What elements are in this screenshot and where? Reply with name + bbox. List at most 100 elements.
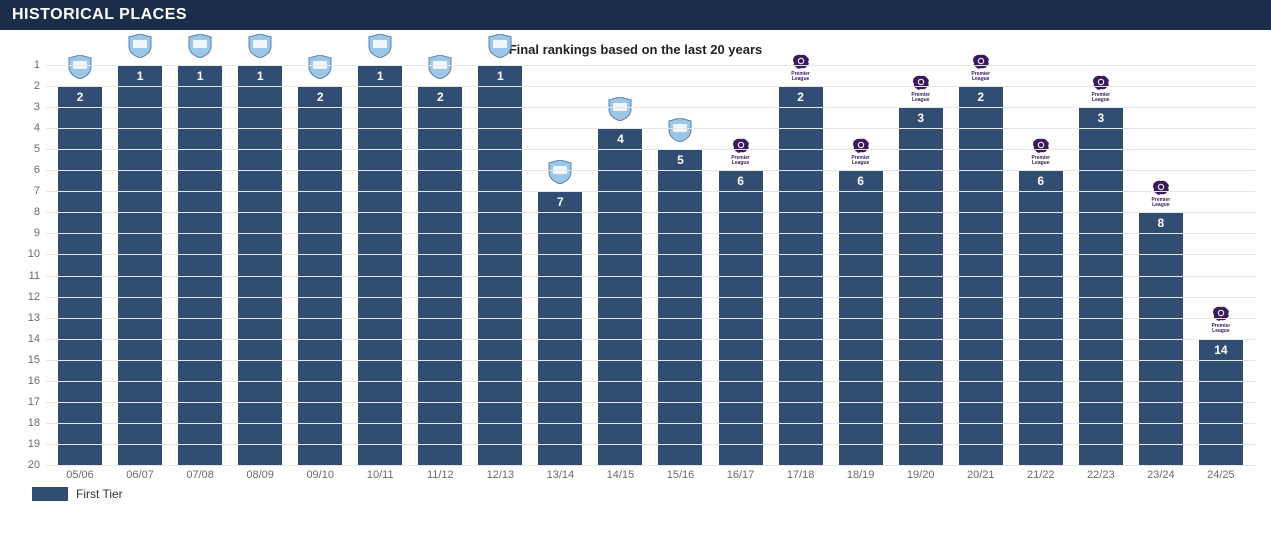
bar-column[interactable]: PremierLeague6 bbox=[1019, 65, 1063, 465]
x-tick-label: 16/17 bbox=[719, 469, 763, 481]
grid-line bbox=[46, 254, 1255, 255]
league-shield-icon bbox=[185, 31, 215, 61]
y-tick: 11 bbox=[29, 270, 40, 282]
bars-row: 2 1 1 1 2 1 2 1 7 4 5 PremierLeague6 Pre… bbox=[46, 65, 1255, 465]
premier-league-icon: PremierLeague bbox=[1146, 178, 1176, 208]
panel-header: HISTORICAL PLACES bbox=[0, 0, 1271, 30]
bar: 1 bbox=[118, 65, 162, 465]
bar-column[interactable]: 1 bbox=[358, 65, 402, 465]
premier-league-icon: PremierLeague bbox=[786, 52, 816, 82]
bar-value-label: 6 bbox=[1019, 174, 1063, 188]
grid-line bbox=[46, 233, 1255, 234]
y-tick: 18 bbox=[28, 417, 40, 429]
bar: 1 bbox=[358, 65, 402, 465]
bar-column[interactable]: 1 bbox=[478, 65, 522, 465]
legend-label: First Tier bbox=[76, 487, 123, 501]
y-tick: 5 bbox=[34, 143, 40, 155]
bar: PremierLeague3 bbox=[899, 107, 943, 465]
grid-line bbox=[46, 276, 1255, 277]
bar: 1 bbox=[478, 65, 522, 465]
y-tick: 3 bbox=[34, 101, 40, 113]
x-tick-label: 07/08 bbox=[178, 469, 222, 481]
bar-column[interactable]: 5 bbox=[658, 65, 702, 465]
league-shield-icon bbox=[665, 115, 695, 145]
x-tick-label: 19/20 bbox=[899, 469, 943, 481]
y-tick: 10 bbox=[28, 248, 40, 260]
y-tick: 20 bbox=[28, 459, 40, 471]
bar-value-label: 7 bbox=[538, 195, 582, 209]
premier-league-icon: PremierLeague bbox=[906, 73, 936, 103]
grid-line bbox=[46, 297, 1255, 298]
y-axis: 1234567891011121314151617181920 bbox=[16, 65, 46, 465]
bar-column[interactable]: 2 bbox=[298, 65, 342, 465]
grid-line bbox=[46, 381, 1255, 382]
bar-column[interactable]: PremierLeague 3 bbox=[1079, 65, 1123, 465]
bar-body: 3 bbox=[899, 107, 943, 465]
y-tick: 2 bbox=[34, 80, 40, 92]
x-tick-label: 06/07 bbox=[118, 469, 162, 481]
x-tick-label: 08/09 bbox=[238, 469, 282, 481]
bar-value-label: 2 bbox=[58, 90, 102, 104]
y-tick: 17 bbox=[28, 396, 40, 408]
grid-line bbox=[46, 149, 1255, 150]
x-tick-label: 23/24 bbox=[1139, 469, 1183, 481]
panel-title: HISTORICAL PLACES bbox=[12, 6, 187, 23]
bar-column[interactable]: PremierLeague2 bbox=[779, 65, 823, 465]
bar-value-label: 2 bbox=[779, 90, 823, 104]
bar-column[interactable]: 1 bbox=[238, 65, 282, 465]
bar-column[interactable]: PremierLeague14 bbox=[1199, 65, 1243, 465]
premier-league-icon: PremierLeague bbox=[1086, 73, 1116, 103]
y-tick: 12 bbox=[28, 291, 40, 303]
bar-value-label: 5 bbox=[658, 153, 702, 167]
bar-value-label: 1 bbox=[238, 69, 282, 83]
legend: First Tier bbox=[16, 481, 1255, 501]
bar-column[interactable]: PremierLeague6 bbox=[719, 65, 763, 465]
x-tick-label: 20/21 bbox=[959, 469, 1003, 481]
x-tick-label: 22/23 bbox=[1079, 469, 1123, 481]
bar-column[interactable]: 2 bbox=[418, 65, 462, 465]
y-tick: 9 bbox=[34, 227, 40, 239]
grid-line bbox=[46, 444, 1255, 445]
bar-column[interactable]: PremierLeague 3 bbox=[899, 65, 943, 465]
bar: 1 bbox=[238, 65, 282, 465]
x-tick-label: 18/19 bbox=[839, 469, 883, 481]
bar-value-label: 8 bbox=[1139, 216, 1183, 230]
league-shield-icon bbox=[485, 31, 515, 61]
bar-value-label: 1 bbox=[118, 69, 162, 83]
y-tick: 8 bbox=[34, 206, 40, 218]
bar-column[interactable]: 4 bbox=[598, 65, 642, 465]
x-axis: 05/0606/0707/0808/0909/1010/1111/1212/13… bbox=[16, 465, 1255, 481]
bar: PremierLeague3 bbox=[1079, 107, 1123, 465]
league-shield-icon bbox=[305, 52, 335, 82]
bar: 7 bbox=[538, 191, 582, 465]
bar-value-label: 4 bbox=[598, 132, 642, 146]
bar-column[interactable]: PremierLeague2 bbox=[959, 65, 1003, 465]
y-tick: 1 bbox=[34, 59, 40, 71]
bar-column[interactable]: 2 bbox=[58, 65, 102, 465]
y-tick: 6 bbox=[34, 164, 40, 176]
bar-value-label: 14 bbox=[1199, 343, 1243, 357]
bar-column[interactable]: PremierLeague6 bbox=[839, 65, 883, 465]
grid-line bbox=[46, 212, 1255, 213]
bar-value-label: 3 bbox=[1079, 111, 1123, 125]
bar-body: 1 bbox=[118, 65, 162, 465]
grid-line bbox=[46, 191, 1255, 192]
bar-body: 7 bbox=[538, 191, 582, 465]
chart-plot-area: 1234567891011121314151617181920 2 1 1 1 … bbox=[16, 65, 1255, 465]
grid-line bbox=[46, 423, 1255, 424]
x-tick-label: 21/22 bbox=[1019, 469, 1063, 481]
bar-value-label: 2 bbox=[418, 90, 462, 104]
bar-column[interactable]: 1 bbox=[178, 65, 222, 465]
bar-column[interactable]: 1 bbox=[118, 65, 162, 465]
bar-column[interactable]: 7 bbox=[538, 65, 582, 465]
grid-line bbox=[46, 360, 1255, 361]
bar-column[interactable]: PremierLeague 8 bbox=[1139, 65, 1183, 465]
bar-body: 1 bbox=[478, 65, 522, 465]
x-tick-label: 24/25 bbox=[1199, 469, 1243, 481]
bar-value-label: 3 bbox=[899, 111, 943, 125]
grid-line bbox=[46, 86, 1255, 87]
premier-league-icon: PremierLeague bbox=[846, 136, 876, 166]
bar-body: 5 bbox=[658, 149, 702, 465]
grid-line bbox=[46, 65, 1255, 66]
league-shield-icon bbox=[245, 31, 275, 61]
